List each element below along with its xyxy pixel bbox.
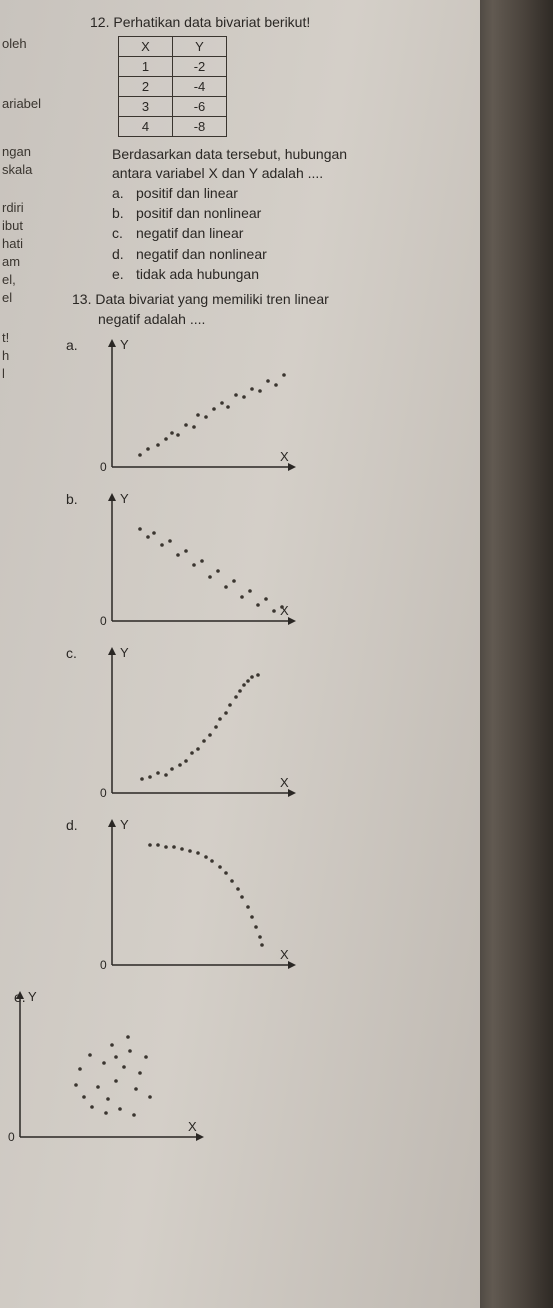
q12-body: Berdasarkan data tersebut, hubungan anta… (112, 145, 462, 183)
scatter-option-d: d. 0 Y X (66, 815, 462, 983)
table-cell: -6 (173, 97, 227, 117)
margin-fragment: hati (2, 236, 23, 251)
q12-body-line1: Berdasarkan data tersebut, hubungan (112, 145, 462, 164)
q13-number: 13. (72, 291, 91, 307)
q13-line1: Data bivariat yang memiliki tren linear (95, 291, 328, 307)
option-text: negatif dan nonlinear (136, 244, 267, 264)
margin-fragment: ngan (2, 144, 31, 159)
svg-text:0: 0 (8, 1130, 15, 1144)
option-row: c.negatif dan linear (112, 223, 462, 243)
option-text: tidak ada hubungan (136, 264, 259, 284)
th-y: Y (173, 37, 227, 57)
q13-header: 13. Data bivariat yang memiliki tren lin… (72, 290, 462, 329)
table-row: 4-8 (119, 117, 227, 137)
svg-text:0: 0 (100, 614, 107, 628)
option-label: a. (112, 183, 136, 203)
scatter-option-e: e.0YX (66, 987, 462, 1155)
option-row: b.positif dan nonlinear (112, 203, 462, 223)
margin-fragment: skala (2, 162, 32, 177)
margin-fragment: h (2, 348, 9, 363)
option-text: negatif dan linear (136, 223, 243, 243)
svg-text:Y: Y (28, 989, 37, 1004)
margin-fragment: ariabel (2, 96, 41, 111)
option-label: b. (112, 203, 136, 223)
option-label: c. (112, 223, 136, 243)
margin-fragment: l (2, 366, 5, 381)
q12-number: 12. (90, 14, 109, 30)
table-cell: -4 (173, 77, 227, 97)
q12-header: 12. Perhatikan data bivariat berikut! (90, 14, 462, 30)
q13-line2: negatif adalah .... (98, 310, 205, 330)
scatter-plot: 0 Y X (92, 815, 312, 983)
scatter-option-c: c. 0 Y X (66, 643, 462, 811)
option-text: positif dan linear (136, 183, 238, 203)
table-cell: 4 (119, 117, 173, 137)
margin-fragment: ibut (2, 218, 23, 233)
scatter-plot: 0 Y X (92, 643, 312, 811)
option-label: e. (112, 264, 136, 284)
scatter-option-b: b. 0 Y X (66, 489, 462, 639)
option-label: d. (66, 815, 92, 833)
svg-text:X: X (188, 1119, 197, 1134)
option-label: d. (112, 244, 136, 264)
margin-fragment: el (2, 290, 12, 305)
svg-text:Y: Y (120, 491, 129, 506)
q12-data-table: X Y 1-22-43-64-8 (118, 36, 227, 137)
q13-options-block: a. 0 Y Xb. 0 Y Xc. 0 Y Xd. 0 Y Xe.0YX (66, 335, 462, 1155)
table-cell: 2 (119, 77, 173, 97)
table-header-row: X Y (119, 37, 227, 57)
margin-fragment: rdiri (2, 200, 24, 215)
table-cell: -2 (173, 57, 227, 77)
svg-text:X: X (280, 603, 289, 618)
svg-text:Y: Y (120, 645, 129, 660)
option-row: e.tidak ada hubungan (112, 264, 462, 284)
table-row: 1-2 (119, 57, 227, 77)
svg-text:X: X (280, 775, 289, 790)
table-cell: 1 (119, 57, 173, 77)
svg-text:0: 0 (100, 958, 107, 972)
svg-text:X: X (280, 947, 289, 962)
table-cell: -8 (173, 117, 227, 137)
option-label: b. (66, 489, 92, 507)
table-row: 3-6 (119, 97, 227, 117)
option-label: a. (66, 335, 92, 353)
margin-fragment: oleh (2, 36, 27, 51)
table-cell: 3 (119, 97, 173, 117)
svg-text:0: 0 (100, 460, 107, 474)
th-x: X (119, 37, 173, 57)
option-text: positif dan nonlinear (136, 203, 261, 223)
scatter-plot: 0 Y X (92, 335, 312, 485)
svg-text:X: X (280, 449, 289, 464)
scatter-plot: 0 Y X (92, 489, 312, 639)
option-label: c. (66, 643, 92, 661)
svg-text:Y: Y (120, 817, 129, 832)
margin-fragment: am (2, 254, 20, 269)
option-row: a.positif dan linear (112, 183, 462, 203)
q12-prompt: Perhatikan data bivariat berikut! (113, 14, 310, 30)
scatter-option-a: a. 0 Y X (66, 335, 462, 485)
scatter-plot: 0 Y X (0, 987, 220, 1155)
q12-body-line2: antara variabel X dan Y adalah .... (112, 164, 462, 183)
table-row: 2-4 (119, 77, 227, 97)
q12-options: a.positif dan linearb.positif dan nonlin… (112, 183, 462, 284)
page-content: oleh ariabel ngan skala rdiri ibut hati am el, el… (0, 0, 480, 1308)
option-row: d.negatif dan nonlinear (112, 244, 462, 264)
svg-text:0: 0 (100, 786, 107, 800)
svg-text:Y: Y (120, 337, 129, 352)
margin-fragment: t! (2, 330, 9, 345)
margin-fragment: el, (2, 272, 16, 287)
